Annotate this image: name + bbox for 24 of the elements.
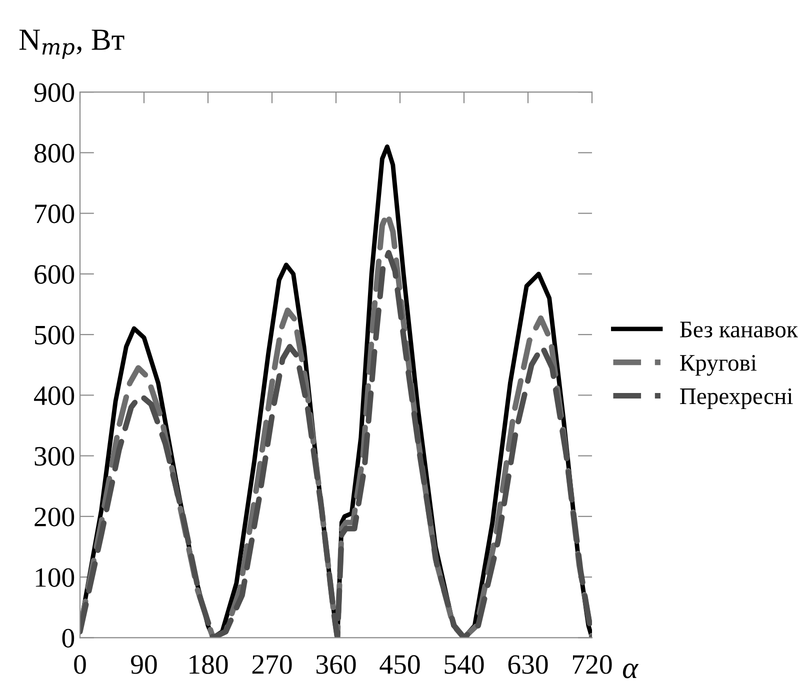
legend-label: Кругові [680, 354, 757, 376]
x-tick-label: 360 [316, 655, 356, 674]
y-tick-label: 500 [35, 326, 74, 344]
x-tick-label: 90 [131, 655, 157, 674]
x-tick-label: 720 [573, 655, 612, 674]
x-axis-title: α [622, 664, 639, 678]
y-tick-label: 900 [34, 83, 74, 102]
x-tick-label: 180 [190, 655, 228, 674]
x-tick-label: 450 [380, 655, 420, 674]
y-axis-title: N$_{тр}$, Вт [19, 30, 124, 59]
y-tick-label: 0 [62, 628, 74, 648]
y-tick-label: 200 [34, 508, 74, 526]
y-tick-label: 300 [34, 446, 74, 466]
x-tick-label: 270 [252, 655, 292, 674]
x-tick-label: 630 [508, 655, 548, 674]
legend-label: Перехресні [680, 388, 793, 410]
y-tick-label: 800 [34, 144, 74, 163]
y-tick-label: 400 [34, 386, 74, 406]
y-tick-label: 100 [36, 568, 74, 587]
y-tick-label: 700 [35, 204, 74, 224]
x-tick-label: 0 [74, 655, 86, 674]
legend-label: Без канавок [680, 322, 798, 338]
x-tick-label: 540 [444, 655, 484, 674]
y-tick-label: 600 [34, 265, 74, 284]
